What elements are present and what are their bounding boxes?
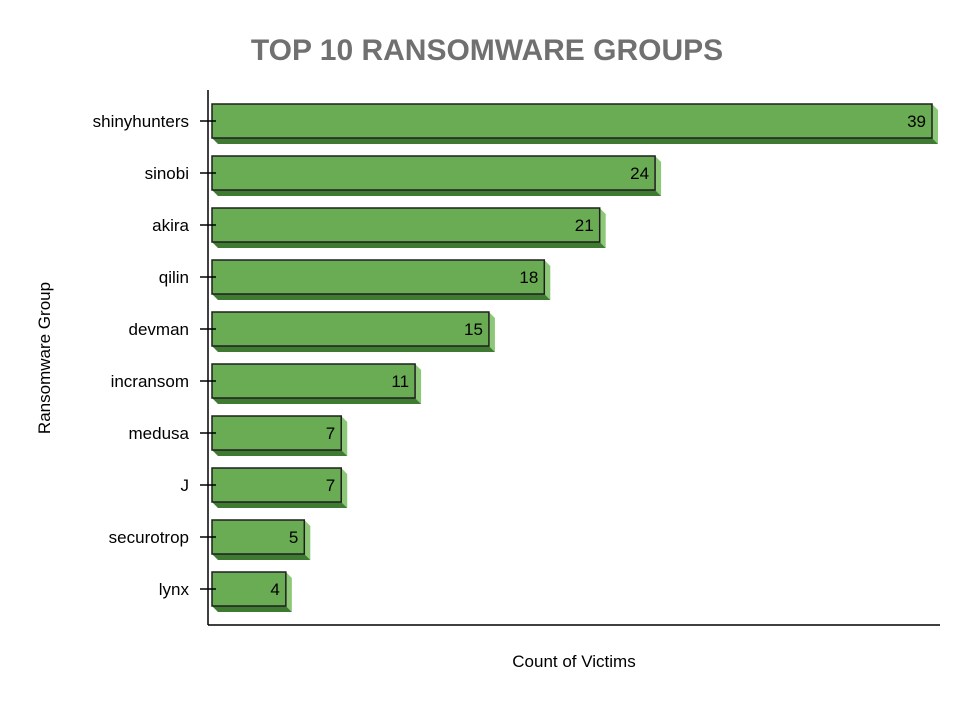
bar-group-securotrop xyxy=(211,519,311,560)
y-tick-label-lynx: lynx xyxy=(159,580,190,599)
data-label-qilin: 18 xyxy=(519,268,538,287)
y-tick-label-shinyhunters: shinyhunters xyxy=(93,112,189,131)
y-tick-label-j: J xyxy=(181,476,190,495)
bar-group-akira xyxy=(211,207,606,248)
ticks-layer: shinyhunters sinobi akira qilin devman incran… xyxy=(93,112,216,599)
bar-bottom-akira xyxy=(212,242,606,248)
bar-group-medusa xyxy=(211,415,348,456)
bar-group-shinyhunters xyxy=(211,103,938,144)
bar-side-devman xyxy=(488,312,495,352)
data-label-sinobi: 24 xyxy=(630,164,649,183)
data-label-lynx: 4 xyxy=(270,580,279,599)
bar-medusa xyxy=(211,415,342,451)
y-tick-label-medusa: medusa xyxy=(129,424,190,443)
data-label-securotrop: 5 xyxy=(289,528,298,547)
data-label-incransom: 11 xyxy=(391,372,409,391)
bar-bottom-lynx xyxy=(212,606,292,612)
bar-side-j xyxy=(341,468,348,508)
bar-bottom-incransom xyxy=(212,398,422,404)
y-tick-label-devman: devman xyxy=(129,320,189,339)
bar-group-devman xyxy=(211,311,495,352)
bar-shinyhunters xyxy=(211,103,933,139)
y-tick-label-sinobi: sinobi xyxy=(145,164,189,183)
data-label-shinyhunters: 39 xyxy=(907,112,926,131)
y-tick-label-qilin: qilin xyxy=(159,268,189,287)
bar-group-lynx xyxy=(211,571,292,612)
chart-title: TOP 10 RANSOMWARE GROUPS xyxy=(251,34,723,67)
bar-side-lynx xyxy=(285,572,292,612)
bar-group-j xyxy=(211,467,348,508)
bar-side-medusa xyxy=(341,416,348,456)
data-label-j: 7 xyxy=(326,476,335,495)
bar-side-akira xyxy=(599,208,606,248)
bar-j xyxy=(211,467,342,503)
bar-akira xyxy=(211,207,601,243)
bar-bottom-securotrop xyxy=(212,554,311,560)
bar-side-sinobi xyxy=(655,156,662,196)
x-axis-label: Count of Victims xyxy=(512,652,635,671)
bar-side-shinyhunters xyxy=(932,104,938,144)
y-axis-label: Ransomware Group xyxy=(35,282,54,434)
bar-side-securotrop xyxy=(304,520,311,560)
data-label-medusa: 7 xyxy=(326,424,335,443)
bar-qilin xyxy=(211,259,546,295)
bar-side-qilin xyxy=(544,260,551,300)
bar-devman xyxy=(211,311,490,347)
bar-incransom xyxy=(211,363,416,399)
bar-group-sinobi xyxy=(211,155,662,196)
bars-layer xyxy=(211,103,938,612)
bar-bottom-devman xyxy=(212,346,495,352)
bar-side-incransom xyxy=(415,364,422,404)
data-label-devman: 15 xyxy=(464,320,483,339)
bar-group-incransom xyxy=(211,363,422,404)
bar-bottom-medusa xyxy=(212,450,348,456)
bar-bottom-sinobi xyxy=(212,190,662,196)
bar-bottom-shinyhunters xyxy=(212,138,938,144)
bar-sinobi xyxy=(211,155,656,191)
bar-group-qilin xyxy=(211,259,551,300)
y-tick-label-akira: akira xyxy=(152,216,189,235)
y-tick-label-securotrop: securotrop xyxy=(109,528,189,547)
data-label-akira: 21 xyxy=(575,216,594,235)
bar-bottom-j xyxy=(212,502,348,508)
bar-lynx xyxy=(211,571,287,607)
bar-securotrop xyxy=(211,519,306,555)
labels-layer: 39 24 21 18 15 11 7 7 5 4 xyxy=(270,112,926,599)
y-tick-label-incransom: incransom xyxy=(111,372,189,391)
bar-bottom-qilin xyxy=(212,294,551,300)
